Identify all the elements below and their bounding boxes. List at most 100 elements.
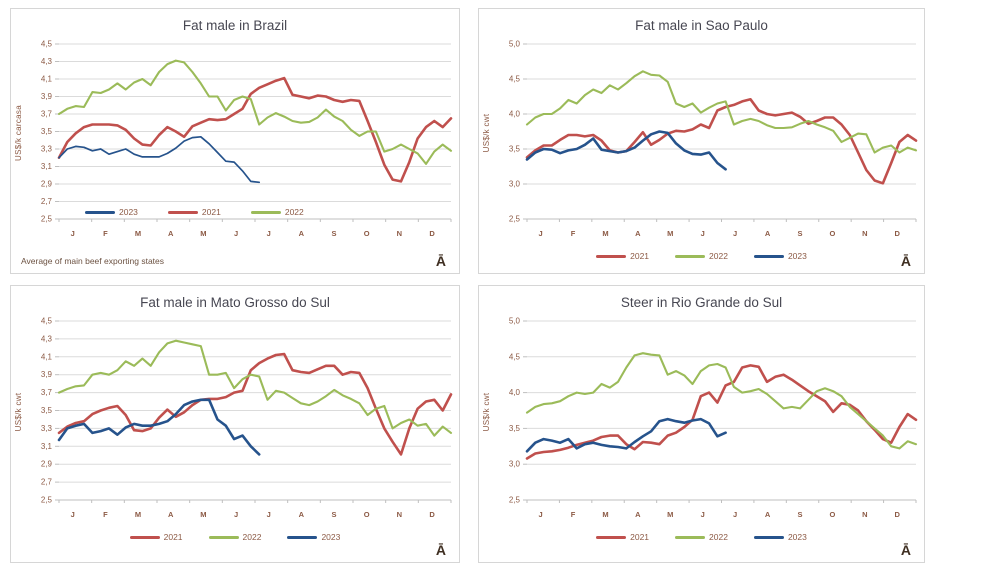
chart-panel-mato-grosso: Fat male in Mato Grosso do Sul 2,5 2,7 2,9…: [10, 285, 460, 563]
legend-item-2023: 2023: [85, 207, 138, 217]
legend: 2021 2022 2023: [479, 251, 924, 261]
svg-text:M: M: [135, 229, 141, 238]
svg-text:O: O: [829, 510, 835, 519]
svg-text:J: J: [71, 510, 75, 519]
svg-text:D: D: [429, 229, 435, 238]
svg-text:N: N: [397, 229, 402, 238]
svg-text:4,5: 4,5: [509, 352, 521, 361]
svg-text:2,5: 2,5: [509, 215, 521, 224]
legend: 2023 2021 2022: [85, 207, 304, 217]
legend-swatch-2023: [85, 210, 115, 214]
legend-label: 2023: [787, 532, 807, 542]
legend-swatch-2022: [250, 210, 281, 214]
chart-footer: 2021 2022 2023 Ā: [11, 526, 459, 562]
svg-text:3,7: 3,7: [41, 388, 53, 397]
svg-text:F: F: [571, 229, 576, 238]
plot-area: 2,5 3,0 3,5 4,0 4,5 5,0 J F M A M J J A S O N D US$/k cwt: [481, 315, 922, 526]
plot-area: 2,5 3,0 3,5 4,0 4,5 5,0 J F M A M J J A S O N D US$/k cwt: [481, 38, 922, 245]
svg-text:J: J: [701, 229, 705, 238]
svg-text:4,5: 4,5: [509, 75, 521, 84]
svg-text:D: D: [429, 510, 435, 519]
svg-text:J: J: [234, 510, 238, 519]
legend-label: 2022: [709, 532, 728, 542]
svg-text:A: A: [299, 229, 305, 238]
chart-panel-sao-paulo: Fat male in Sao Paulo 2,5 3,0 3,5 4,0 4,5 5,0…: [478, 8, 925, 274]
chart-title: Fat male in Sao Paulo: [635, 18, 768, 33]
corner-glyph: Ā: [435, 253, 446, 269]
svg-text:2,7: 2,7: [41, 478, 53, 487]
svg-text:M: M: [602, 510, 608, 519]
plot-area: 2,5 2,7 2,9 3,1 3,3 3,5 3,7 3,9 4,1 4,3 4,5 J F M A M J J…: [13, 315, 457, 526]
corner-glyph: Ā: [900, 253, 911, 269]
svg-text:F: F: [103, 229, 108, 238]
svg-text:4,3: 4,3: [41, 57, 53, 66]
svg-text:M: M: [667, 229, 673, 238]
svg-text:A: A: [635, 229, 641, 238]
svg-text:M: M: [667, 510, 673, 519]
svg-text:J: J: [539, 229, 543, 238]
legend-item-2022: 2022: [675, 251, 728, 261]
svg-text:S: S: [797, 229, 802, 238]
svg-text:O: O: [364, 229, 370, 238]
chart-title: Fat male in Mato Grosso do Sul: [140, 295, 330, 310]
svg-text:4,1: 4,1: [41, 352, 53, 361]
svg-text:N: N: [862, 510, 867, 519]
legend-label: 2021: [630, 532, 650, 542]
svg-text:3,0: 3,0: [509, 180, 521, 189]
svg-text:A: A: [765, 510, 771, 519]
svg-text:3,5: 3,5: [41, 406, 53, 415]
svg-text:3,9: 3,9: [41, 370, 53, 379]
svg-text:3,3: 3,3: [41, 424, 53, 433]
chart-footer: 2021 2022 2023 Ā: [479, 245, 924, 273]
plot-area: 2,5 2,7 2,9 3,1 3,3 3,5 3,7 3,9 4,1 4,3 4,5 J F M A M J J…: [13, 38, 457, 245]
svg-text:3,5: 3,5: [509, 424, 521, 433]
svg-text:A: A: [765, 229, 771, 238]
svg-text:2,9: 2,9: [41, 460, 53, 469]
svg-text:M: M: [200, 510, 206, 519]
svg-text:J: J: [733, 229, 737, 238]
svg-text:2,5: 2,5: [509, 496, 521, 505]
corner-glyph: Ā: [900, 542, 911, 558]
svg-text:J: J: [267, 229, 271, 238]
svg-text:2,5: 2,5: [41, 496, 53, 505]
legend-label: 2022: [242, 532, 262, 542]
chart-footer: Average of main beef exporting states Ā: [11, 245, 459, 273]
svg-text:5,0: 5,0: [509, 317, 521, 326]
svg-text:3,3: 3,3: [41, 145, 53, 154]
svg-text:5,0: 5,0: [509, 40, 521, 49]
svg-text:N: N: [397, 510, 402, 519]
legend-item-2021: 2021: [596, 532, 649, 542]
svg-text:4,3: 4,3: [41, 334, 53, 343]
legend-label: 2023: [321, 532, 341, 542]
legend-label: 2021: [163, 532, 183, 542]
chart-canvas: 2,5 2,7 2,9 3,1 3,3 3,5 3,7 3,9 4,1 4,3 4,5 J F M A M J J…: [41, 40, 453, 238]
y-axis-label: US$/k cwt: [14, 392, 23, 432]
svg-text:A: A: [168, 229, 174, 238]
y-axis-label: US$/k carcasa: [14, 105, 23, 162]
svg-text:A: A: [635, 510, 641, 519]
legend-item-2022: 2022: [250, 207, 304, 217]
legend-swatch-2021: [596, 535, 627, 539]
svg-text:4,0: 4,0: [509, 388, 521, 397]
legend-item-2021: 2021: [596, 251, 649, 261]
svg-text:3,7: 3,7: [41, 110, 53, 119]
svg-text:3,1: 3,1: [41, 162, 53, 171]
legend-item-2021: 2021: [167, 207, 221, 217]
y-axis-label: US$/k cwt: [482, 113, 491, 153]
legend-item-2023: 2023: [753, 532, 807, 542]
svg-text:3,5: 3,5: [509, 145, 521, 154]
legend-label: 2022: [284, 207, 304, 217]
chart-panel-rio-grande: Steer in Rio Grande do Sul 2,5 3,0 3,5 4,0 4…: [478, 285, 925, 563]
legend-swatch-2022: [675, 535, 706, 539]
svg-text:4,5: 4,5: [41, 40, 53, 49]
svg-text:4,1: 4,1: [41, 75, 53, 84]
svg-text:3,9: 3,9: [41, 92, 53, 101]
svg-text:2,5: 2,5: [41, 215, 53, 224]
svg-text:J: J: [539, 510, 543, 519]
svg-text:3,5: 3,5: [41, 127, 53, 136]
legend-swatch-2021: [129, 535, 160, 539]
legend-label: 2023: [787, 251, 807, 261]
legend-item-2022: 2022: [208, 532, 262, 542]
legend-item-2023: 2023: [753, 251, 807, 261]
